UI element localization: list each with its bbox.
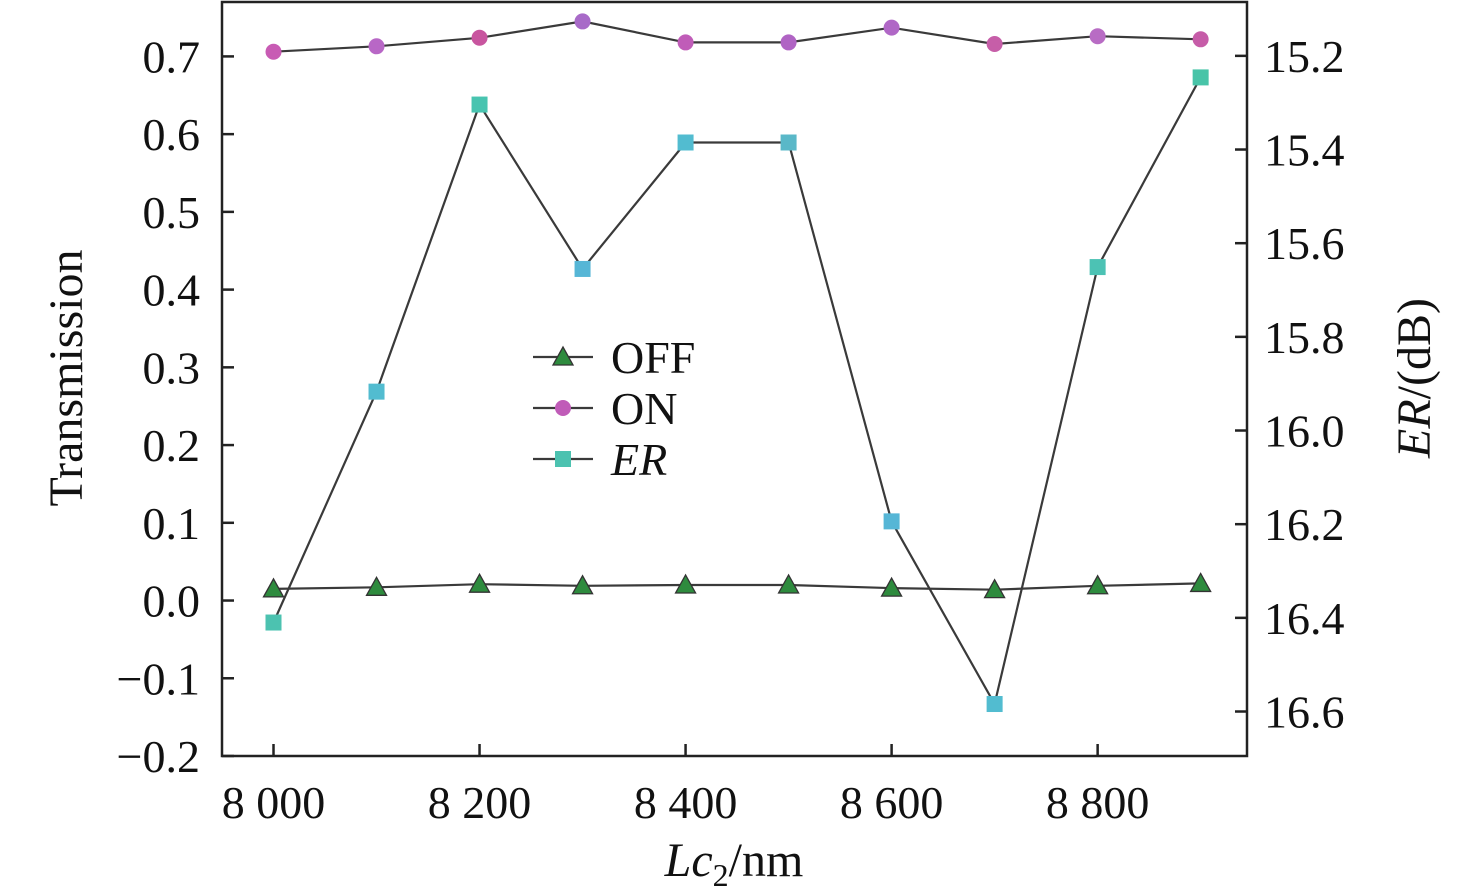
right-tick-label: 16.2 xyxy=(1264,499,1345,550)
x-tick-label: 8 800 xyxy=(1046,777,1150,828)
right-tick-label: 15.8 xyxy=(1264,312,1345,363)
legend-label: ER xyxy=(610,434,667,485)
right-axis: 15.2 15.4 15.6 15.8 16.0 16.2 16.4 16.6 xyxy=(1235,31,1345,738)
plot-frame xyxy=(220,0,1249,758)
legend-marker xyxy=(551,345,575,366)
series-off-point xyxy=(571,574,594,595)
legend-label: ON xyxy=(611,383,677,434)
series-off-point xyxy=(262,577,285,598)
series-er-point xyxy=(471,96,488,113)
x-tick-label: 8 000 xyxy=(222,777,326,828)
series-on-point xyxy=(780,34,797,51)
series-off-point xyxy=(365,575,388,596)
left-tick-label: 0.4 xyxy=(143,265,201,316)
series-off-point xyxy=(1086,574,1109,595)
series-er-point xyxy=(1089,259,1106,276)
series-layer xyxy=(262,13,1212,713)
x-tick-label: 8 200 xyxy=(428,777,532,828)
left-tick-label: −0.2 xyxy=(117,731,200,782)
right-tick-label: 15.2 xyxy=(1264,31,1345,82)
x-tick-label: 8 600 xyxy=(840,777,944,828)
series-er-point xyxy=(574,260,591,277)
series-off-point xyxy=(880,576,903,597)
x-tick-label: 8 400 xyxy=(634,777,738,828)
left-tick-label: 0.6 xyxy=(143,109,201,160)
left-tick-label: 0.3 xyxy=(143,342,201,393)
series-on-point xyxy=(471,29,488,46)
series-on-point xyxy=(986,35,1003,52)
series-er-point xyxy=(986,696,1003,713)
left-tick-label: 0.7 xyxy=(143,31,201,82)
series-off-point xyxy=(1189,572,1212,593)
right-tick-label: 16.0 xyxy=(1264,406,1345,457)
series-er-point xyxy=(883,513,900,530)
left-axis-title: Transmission xyxy=(40,250,93,507)
series-er-point xyxy=(265,614,282,631)
series-on-line xyxy=(273,20,1201,53)
left-tick-label: 0.0 xyxy=(143,576,201,627)
legend-marker xyxy=(555,451,571,467)
right-tick-label: 16.6 xyxy=(1264,687,1345,738)
series-off-point xyxy=(983,578,1006,599)
series-er-point xyxy=(677,134,694,151)
right-tick-label: 15.4 xyxy=(1264,125,1345,176)
left-tick-label: 0.2 xyxy=(143,420,201,471)
series-off-point xyxy=(468,572,491,593)
right-axis-title: ER/(dB) xyxy=(1388,298,1441,459)
series-on-point xyxy=(1192,31,1209,48)
axis-titles: Transmission ER/(dB) Lc2/nm xyxy=(40,250,1441,893)
series-er-point xyxy=(1192,69,1209,86)
legend-marker xyxy=(555,400,571,416)
series-off-point xyxy=(674,573,697,594)
series-er-point xyxy=(780,134,797,151)
series-on-point xyxy=(677,34,694,51)
series-on-point xyxy=(574,13,591,30)
left-tick-label: 0.5 xyxy=(143,187,201,238)
series-off-point xyxy=(777,573,800,594)
series-on-point xyxy=(265,43,282,60)
left-tick-label: 0.1 xyxy=(143,498,201,549)
left-axis: −0.2 −0.1 0.0 0.1 0.2 0.3 0.4 0.5 0.6 0.7 xyxy=(117,31,234,782)
x-axis-title: Lc2/nm xyxy=(664,834,804,893)
legend-label: OFF xyxy=(611,332,695,383)
series-er-point xyxy=(368,383,385,400)
right-tick-label: 15.6 xyxy=(1264,218,1345,269)
series-on-point xyxy=(883,19,900,36)
left-tick-label: −0.1 xyxy=(117,653,200,704)
series-er-line xyxy=(272,76,1202,707)
series-on-point xyxy=(368,38,385,55)
x-axis: 8 000 8 200 8 400 8 600 8 800 xyxy=(222,744,1150,828)
right-tick-label: 16.4 xyxy=(1264,593,1345,644)
series-off-line xyxy=(273,582,1201,591)
series-on-point xyxy=(1089,28,1106,45)
